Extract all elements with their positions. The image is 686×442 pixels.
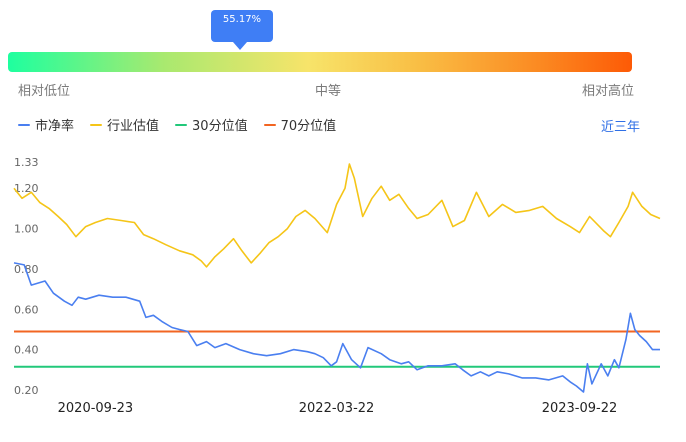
legend-label-p70: 70分位值 (280, 119, 337, 134)
y-tick-label: 1.20 (14, 182, 39, 195)
y-tick-label: 0.20 (14, 384, 39, 397)
legend-label-pb: 市净率 (35, 119, 75, 134)
industry-valuation-line (13, 163, 661, 268)
scale-label-high: 相对高位 (582, 84, 635, 99)
x-tick-label: 2020-09-23 (58, 401, 134, 416)
legend-label-industry: 行业估值 (107, 119, 160, 134)
legend-item-p70[interactable]: 70分位值 (263, 115, 337, 134)
percentile-tooltip: 55.17% (211, 10, 273, 50)
legend-swatch-industry (90, 123, 103, 126)
legend-item-industry[interactable]: 行业估值 (90, 115, 159, 134)
y-tick-label: 0.40 (14, 344, 39, 357)
chart-legend: 市净率 行业估值 30分位值 70分位值 (18, 115, 336, 134)
legend-swatch-p30 (175, 123, 188, 126)
percentile-gradient-bar (8, 52, 632, 72)
y-tick-label: 0.60 (14, 303, 39, 316)
scale-label-low: 相对低位 (18, 84, 71, 99)
legend-item-p30[interactable]: 30分位值 (175, 115, 248, 134)
range-selector-link[interactable]: 近三年 (600, 120, 640, 135)
pb-line (13, 262, 660, 393)
y-tick-label: 1.33 (14, 156, 39, 169)
legend-label-p30: 30分位值 (192, 119, 248, 134)
legend-swatch-p70 (263, 123, 276, 126)
scale-label-mid: 中等 (315, 84, 342, 99)
percentile-value: 55.17% (222, 14, 262, 25)
y-tick-label: 1.00 (14, 223, 39, 236)
legend-item-pb[interactable]: 市净率 (18, 115, 74, 134)
x-tick-label: 2022-03-22 (299, 401, 375, 416)
legend-swatch-pb (18, 123, 30, 126)
x-tick-label: 2023-09-22 (542, 401, 618, 416)
